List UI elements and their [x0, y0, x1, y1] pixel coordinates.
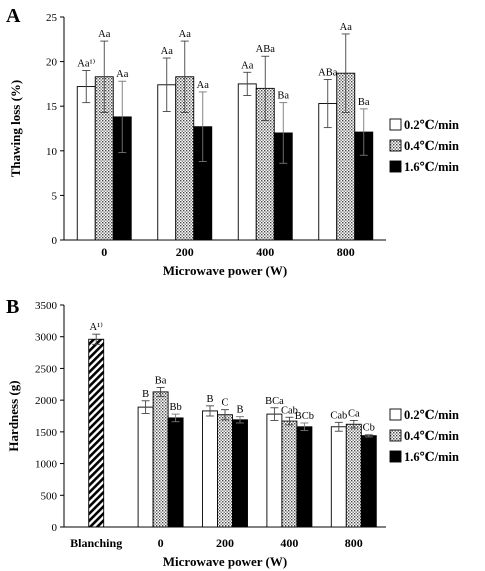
y-tick-label: 3000: [35, 332, 58, 344]
y-axis-title: Hardness (g): [6, 380, 21, 451]
y-tick-label: 5: [52, 190, 58, 202]
bar-series-1: [137, 406, 154, 528]
y-tick-label: 3500: [35, 300, 58, 312]
significance-label: C: [221, 398, 228, 409]
bar-series-3: [232, 419, 248, 528]
y-tick-label: 0: [52, 522, 58, 534]
significance-label: Cb: [363, 422, 375, 433]
significance-label: Ca: [348, 408, 360, 419]
significance-label: Aa: [340, 22, 353, 33]
legend-label: 1.6℃/min: [404, 160, 459, 174]
significance-label: B: [142, 389, 149, 400]
significance-label: ABa: [318, 67, 338, 78]
significance-label: A¹⁾: [90, 321, 104, 333]
significance-label: Aa: [241, 60, 254, 71]
significance-label: Aa¹⁾: [77, 58, 95, 70]
x-tick-label: 0: [158, 536, 164, 550]
x-tick-label: 400: [280, 536, 298, 550]
legend-label: 0.4℃/min: [404, 429, 459, 443]
bar-series-1: [330, 426, 347, 528]
y-tick-label: 10: [46, 146, 58, 158]
panel-letter: A: [6, 5, 21, 27]
y-tick-label: 500: [41, 490, 58, 502]
y-tick-label: 0: [52, 235, 58, 247]
bar-series-3: [167, 417, 184, 528]
significance-label: Cab: [281, 405, 298, 416]
significance-label: BCa: [265, 396, 284, 407]
significance-label: Ba: [155, 375, 167, 386]
y-tick-label: 1000: [35, 459, 58, 471]
significance-label: Ba: [358, 97, 370, 108]
significance-label: B: [236, 405, 243, 416]
bar-series-2: [217, 414, 233, 528]
x-tick-label: 800: [345, 536, 363, 550]
significance-label: ABa: [256, 44, 276, 55]
bar-series-1: [266, 413, 283, 528]
bar-series-3: [360, 435, 377, 528]
bar-series-2: [345, 423, 362, 528]
significance-label: Cab: [330, 410, 347, 421]
x-tick-label: Blanching: [70, 536, 122, 550]
significance-label: BCb: [295, 411, 314, 422]
bar-series-1: [237, 83, 257, 241]
significance-label: Bb: [169, 402, 181, 413]
y-tick-label: 1500: [35, 427, 58, 439]
bar-series-2: [152, 391, 169, 528]
legend-label: 1.6℃/min: [404, 450, 459, 464]
significance-label: Ba: [277, 91, 289, 102]
y-tick-label: 25: [46, 12, 58, 24]
significance-label: Aa: [161, 46, 174, 57]
legend-label: 0.2℃/min: [404, 118, 459, 132]
legend-label: 0.4℃/min: [404, 139, 459, 153]
y-tick-label: 20: [46, 57, 58, 69]
legend-swatch: [389, 450, 402, 463]
y-tick-label: 2000: [35, 395, 58, 407]
y-axis-title: Thawing loss (%): [8, 80, 23, 178]
legend-swatch: [389, 408, 402, 421]
thawing-loss-chart: A 0 5 10 15 20 25 Thawing loss (%) Microwave pow…: [6, 5, 459, 278]
legend-swatch: [389, 160, 402, 173]
significance-label: B: [206, 394, 213, 405]
y-tick-label: 2500: [35, 363, 58, 375]
legend-swatch: [389, 118, 402, 131]
bar-series-1: [76, 86, 96, 241]
significance-label: Aa: [197, 80, 210, 91]
x-axis-title: Microwave power (W): [163, 554, 287, 569]
significance-label: Aa: [116, 69, 129, 80]
x-tick-label: 200: [176, 245, 194, 259]
y-tick-label: 15: [46, 101, 58, 113]
blanching-bar: [88, 338, 105, 528]
significance-label: Aa: [98, 29, 111, 40]
x-tick-label: 400: [256, 245, 274, 259]
significance-label: Aa: [179, 29, 192, 40]
bar-series-1: [202, 410, 218, 528]
legend-swatch: [389, 429, 402, 442]
bar-series-2: [281, 420, 298, 528]
panel-letter: B: [6, 296, 19, 318]
bar-series-3: [296, 426, 313, 528]
legend-label: 0.2℃/min: [404, 408, 459, 422]
legend-swatch: [389, 139, 402, 152]
x-tick-label: 200: [216, 536, 234, 550]
x-tick-label: 800: [337, 245, 355, 259]
x-tick-label: 0: [101, 245, 107, 259]
x-axis-title: Microwave power (W): [163, 263, 287, 278]
